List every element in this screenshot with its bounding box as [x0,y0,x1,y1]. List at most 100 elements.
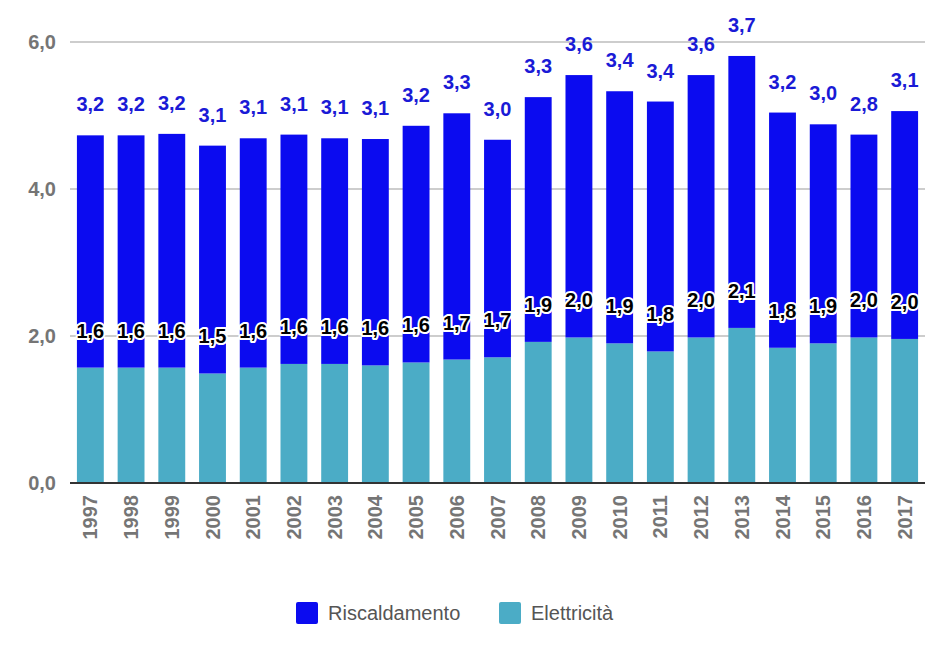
x-tick-label: 1999 [161,495,183,540]
data-label: 1,7 [484,309,512,331]
bar-segment [199,146,226,374]
data-label: 3,4 [606,49,635,71]
bar-segment [77,135,104,367]
data-label: 3,1 [239,96,267,118]
bar-segment [118,368,145,483]
bar-segment [810,343,837,483]
x-tick-label: 2001 [242,495,264,540]
bar-segment [728,56,755,328]
data-label: 3,2 [158,92,186,114]
bar-segment [850,337,877,483]
x-tick-label: 2014 [772,494,794,539]
x-tick-label: 2013 [731,495,753,540]
bar-segment [647,351,674,483]
bar-segment [606,91,633,343]
data-label: 1,6 [321,316,349,338]
bar-segment [891,111,918,339]
bar-segment [240,368,267,483]
bar-segment [891,339,918,483]
bar-segment [158,134,185,368]
data-label: 3,1 [321,96,349,118]
bar-segment [403,126,430,363]
y-tick-label: 0,0 [28,472,56,494]
bar-segment [362,365,389,483]
data-label: 3,7 [728,14,756,36]
x-tick-label: 2015 [812,495,834,540]
data-label: 3,0 [809,82,837,104]
data-label: 3,6 [565,33,593,55]
bar-segment [769,113,796,348]
x-tick-label: 2012 [690,495,712,540]
bar-segment [647,102,674,352]
legend-label: Riscaldamento [328,602,460,624]
x-tick-label: 2017 [894,495,916,540]
data-label: 3,2 [117,93,145,115]
x-tick-label: 1998 [120,495,142,540]
x-tick-label: 2016 [853,495,875,540]
data-label: 1,8 [769,300,797,322]
x-tick-label: 2009 [568,495,590,540]
data-label: 1,6 [117,320,145,342]
data-label: 3,4 [646,60,675,82]
data-label: 1,6 [280,316,308,338]
data-label: 2,8 [850,93,878,115]
data-label: 1,7 [443,312,471,334]
bar-segment [77,368,104,483]
data-label: 2,1 [728,280,756,302]
x-axis-line [70,482,925,484]
bar-segment [606,343,633,483]
data-label: 3,0 [484,98,512,120]
data-label: 1,6 [402,314,430,336]
x-tick-label: 2002 [283,495,305,540]
legend: RiscaldamentoElettricità [296,602,614,624]
bar-segment [688,337,715,483]
data-label: 3,3 [443,71,471,93]
data-label: 3,1 [199,104,227,126]
data-label: 3,2 [402,84,430,106]
y-tick-label: 2,0 [28,325,56,347]
bar-segment [525,342,552,483]
bar-segment [810,124,837,343]
data-label: 3,1 [361,97,389,119]
data-label: 1,6 [158,320,186,342]
data-label: 1,8 [646,303,674,325]
bar-segment [199,373,226,483]
bar-segment [565,75,592,337]
y-tick-label: 6,0 [28,31,56,53]
bar-segment [769,348,796,483]
data-label: 1,6 [361,317,389,339]
data-label: 3,3 [524,55,552,77]
x-tick-label: 2000 [202,495,224,540]
data-label: 3,1 [891,69,919,91]
data-label: 1,9 [524,294,552,316]
bar-segment [158,368,185,483]
data-label: 2,0 [850,289,878,311]
x-tick-label: 2006 [446,495,468,540]
bar-segment [484,357,511,483]
x-tick-label: 2010 [609,495,631,540]
x-tick-label: 2007 [487,495,509,540]
legend-swatch [499,602,521,624]
bar-segment [525,97,552,342]
grid-line [70,482,925,484]
bar-segment [403,362,430,483]
data-label: 3,6 [687,33,715,55]
data-label: 3,2 [769,71,797,93]
x-tick-label: 2008 [527,495,549,540]
data-label: 1,6 [76,320,104,342]
bar-segment [443,360,470,483]
data-label: 3,1 [280,93,308,115]
legend-swatch [296,602,318,624]
data-label: 3,2 [76,93,104,115]
bar-segment [688,75,715,337]
data-label: 2,0 [687,289,715,311]
bar-segment [280,135,307,364]
data-label: 2,0 [891,291,919,313]
data-label: 1,9 [809,295,837,317]
y-tick-label: 4,0 [28,178,56,200]
bar-segment [362,139,389,365]
bar-segment [280,364,307,483]
bar-segment [484,140,511,358]
bar-segment [118,135,145,367]
bar-segment [443,113,470,359]
